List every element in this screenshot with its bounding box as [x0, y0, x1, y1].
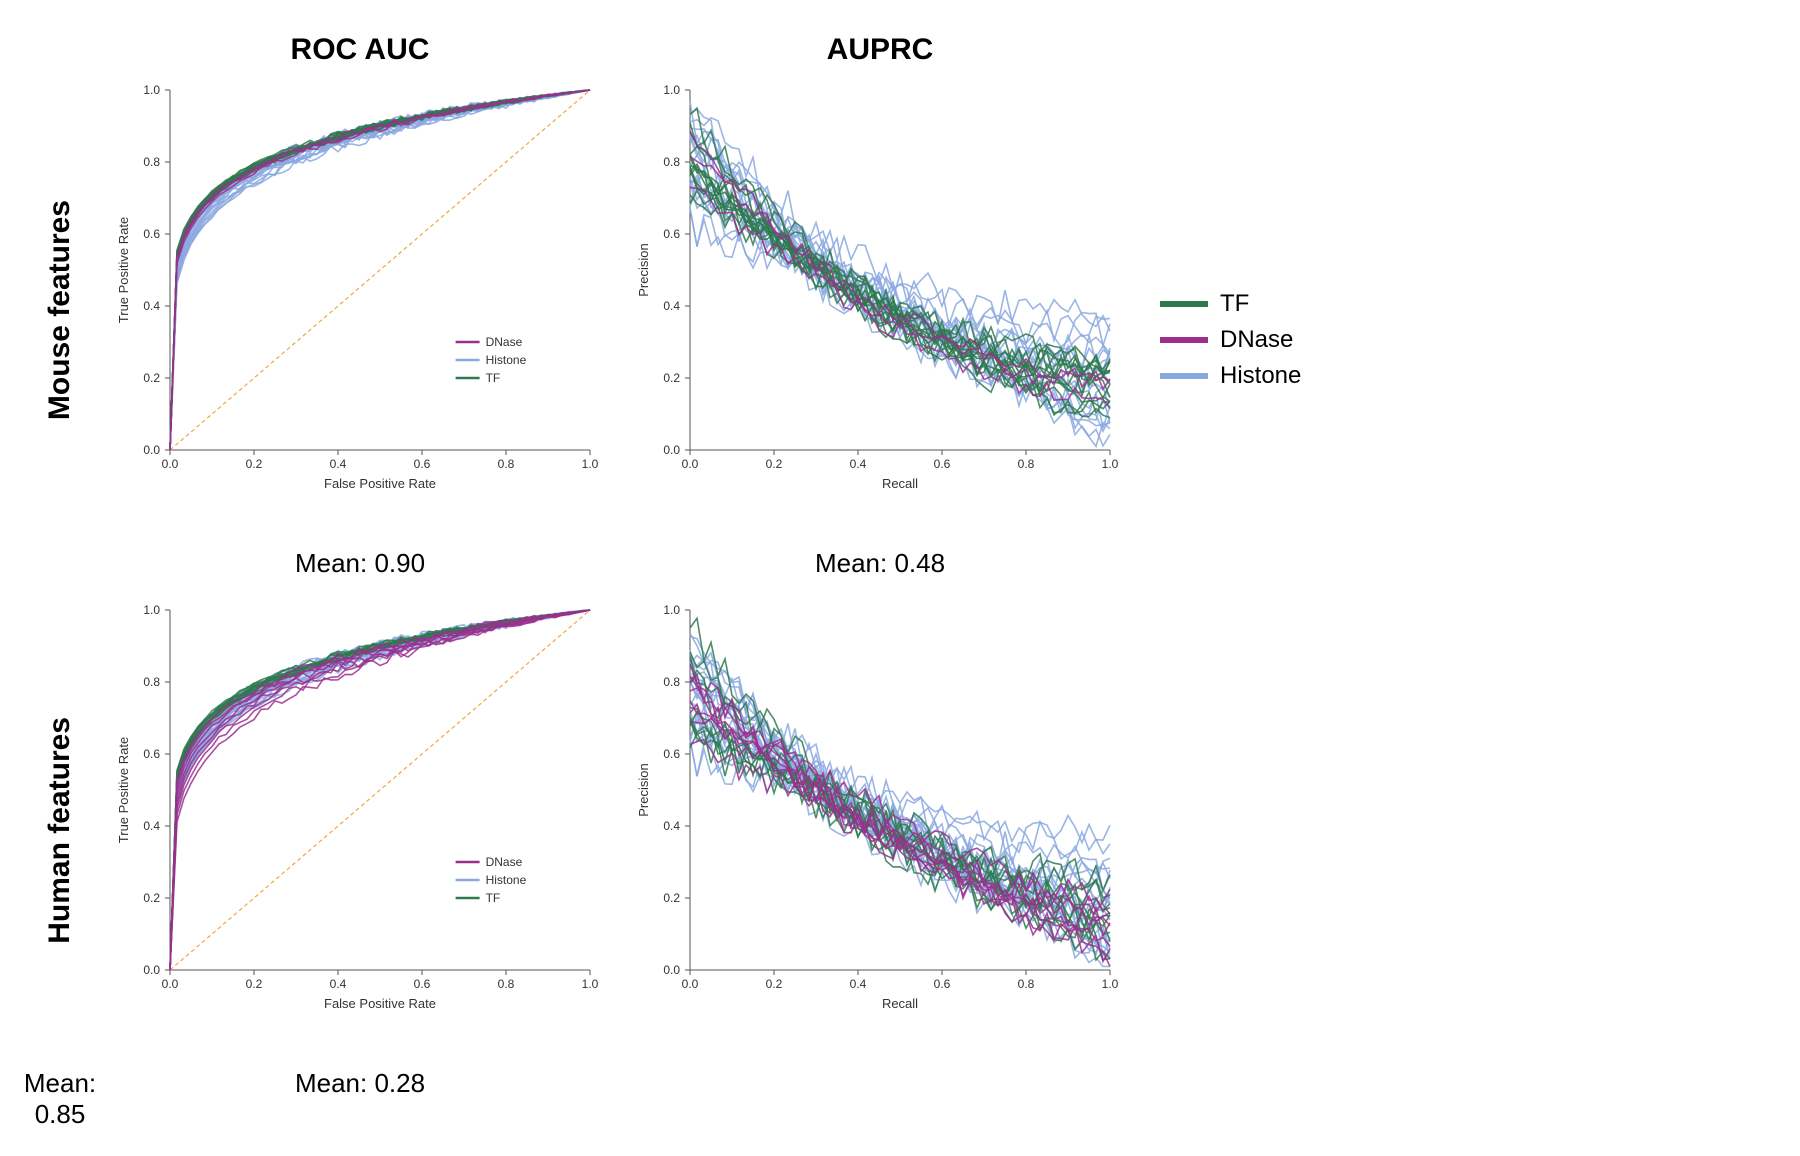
curve: [690, 652, 1110, 890]
svg-text:DNase: DNase: [486, 335, 523, 349]
svg-text:0.0: 0.0: [682, 977, 699, 991]
svg-text:0.2: 0.2: [766, 977, 783, 991]
svg-text:Histone: Histone: [486, 353, 527, 367]
svg-text:0.4: 0.4: [663, 819, 680, 833]
svg-text:0.6: 0.6: [414, 457, 431, 471]
svg-text:0.6: 0.6: [143, 227, 160, 241]
svg-text:0.2: 0.2: [663, 891, 680, 905]
svg-text:0.4: 0.4: [143, 819, 160, 833]
svg-text:0.0: 0.0: [663, 963, 680, 977]
legend-swatch: [1160, 337, 1208, 343]
svg-text:0.6: 0.6: [663, 227, 680, 241]
svg-text:0.6: 0.6: [934, 977, 951, 991]
svg-text:1.0: 1.0: [582, 977, 599, 991]
svg-text:0.8: 0.8: [1018, 977, 1035, 991]
col-header-roc: ROC AUC: [100, 33, 620, 67]
svg-text:1.0: 1.0: [143, 83, 160, 97]
svg-text:0.8: 0.8: [663, 675, 680, 689]
svg-text:Histone: Histone: [486, 873, 527, 887]
svg-text:1.0: 1.0: [663, 83, 680, 97]
svg-text:0.2: 0.2: [246, 457, 263, 471]
svg-text:Precision: Precision: [636, 763, 651, 816]
curve: [690, 170, 1110, 417]
svg-text:0.2: 0.2: [143, 371, 160, 385]
svg-text:0.2: 0.2: [143, 891, 160, 905]
side-legend-item: TF: [1160, 290, 1340, 318]
svg-text:TF: TF: [486, 371, 501, 385]
mean-human-pr: Mean: 0.28: [295, 1060, 425, 1099]
side-legend: TF DNase Histone: [1140, 282, 1340, 398]
svg-text:0.6: 0.6: [934, 457, 951, 471]
svg-text:Recall: Recall: [882, 996, 918, 1011]
legend-label: Histone: [1220, 362, 1301, 390]
svg-text:0.2: 0.2: [246, 977, 263, 991]
svg-text:False Positive Rate: False Positive Rate: [324, 476, 436, 491]
curve: [690, 134, 1110, 397]
svg-text:Precision: Precision: [636, 243, 651, 296]
svg-text:0.8: 0.8: [143, 155, 160, 169]
row-header-human: Human features: [43, 717, 77, 944]
svg-text:0.6: 0.6: [143, 747, 160, 761]
side-legend-item: Histone: [1160, 362, 1340, 390]
svg-text:Recall: Recall: [882, 476, 918, 491]
svg-text:TF: TF: [486, 891, 501, 905]
chart-mouse-roc: 0.00.0 0.2 0.2 0.4 0.4 0.6 0.6 0.8 0.8 1.0 1.0 Fals…: [100, 80, 620, 540]
svg-text:True Positive Rate: True Positive Rate: [116, 217, 131, 323]
svg-text:0.4: 0.4: [143, 299, 160, 313]
row-header-mouse: Mouse features: [43, 200, 77, 420]
svg-text:0.8: 0.8: [498, 457, 515, 471]
mean-mouse-pr: Mean: 0.48: [815, 540, 945, 579]
legend-swatch: [1160, 373, 1208, 379]
svg-text:0.8: 0.8: [143, 675, 160, 689]
svg-text:1.0: 1.0: [143, 603, 160, 617]
svg-text:0.4: 0.4: [330, 977, 347, 991]
curve: [690, 167, 1110, 392]
svg-text:0.0: 0.0: [682, 457, 699, 471]
svg-text:0.8: 0.8: [498, 977, 515, 991]
svg-text:0.0: 0.0: [143, 443, 160, 457]
svg-text:0.8: 0.8: [663, 155, 680, 169]
svg-text:True Positive Rate: True Positive Rate: [116, 737, 131, 843]
svg-text:0.2: 0.2: [766, 457, 783, 471]
col-header-pr: AUPRC: [620, 33, 1140, 67]
svg-text:False Positive Rate: False Positive Rate: [324, 996, 436, 1011]
legend-swatch: [1160, 301, 1208, 307]
svg-text:0.0: 0.0: [663, 443, 680, 457]
legend-label: TF: [1220, 290, 1249, 318]
chart-human-pr: 0.00.0 0.2 0.2 0.4 0.4 0.6 0.6 0.8 0.8 1.0 1.0 Reca…: [620, 600, 1140, 1060]
chart-mouse-pr: 0.00.0 0.2 0.2 0.4 0.4 0.6 0.6 0.8 0.8 1.0 1.0 Reca…: [620, 80, 1140, 540]
svg-text:1.0: 1.0: [582, 457, 599, 471]
svg-text:0.0: 0.0: [143, 963, 160, 977]
side-legend-item: DNase: [1160, 326, 1340, 354]
chart-human-roc: 0.00.0 0.2 0.2 0.4 0.4 0.6 0.6 0.8 0.8 1.0 1.0 Fals…: [100, 600, 620, 1060]
svg-text:0.6: 0.6: [414, 977, 431, 991]
svg-text:0.0: 0.0: [162, 977, 179, 991]
curve: [690, 135, 1110, 369]
svg-text:1.0: 1.0: [663, 603, 680, 617]
mean-human-roc: Mean: 0.85: [20, 1060, 100, 1130]
svg-text:0.0: 0.0: [162, 457, 179, 471]
svg-text:0.2: 0.2: [663, 371, 680, 385]
svg-text:0.4: 0.4: [850, 977, 867, 991]
figure-grid: ROC AUC AUPRC Mouse features 0.00.00.20.…: [20, 20, 1780, 1120]
svg-text:0.8: 0.8: [1018, 457, 1035, 471]
svg-text:1.0: 1.0: [1102, 457, 1119, 471]
mean-mouse-roc: Mean: 0.90: [295, 540, 425, 579]
svg-text:DNase: DNase: [486, 855, 523, 869]
svg-text:0.4: 0.4: [330, 457, 347, 471]
svg-text:0.6: 0.6: [663, 747, 680, 761]
curve: [690, 137, 1110, 377]
svg-text:0.4: 0.4: [663, 299, 680, 313]
svg-text:1.0: 1.0: [1102, 977, 1119, 991]
legend-label: DNase: [1220, 326, 1293, 354]
svg-text:0.4: 0.4: [850, 457, 867, 471]
